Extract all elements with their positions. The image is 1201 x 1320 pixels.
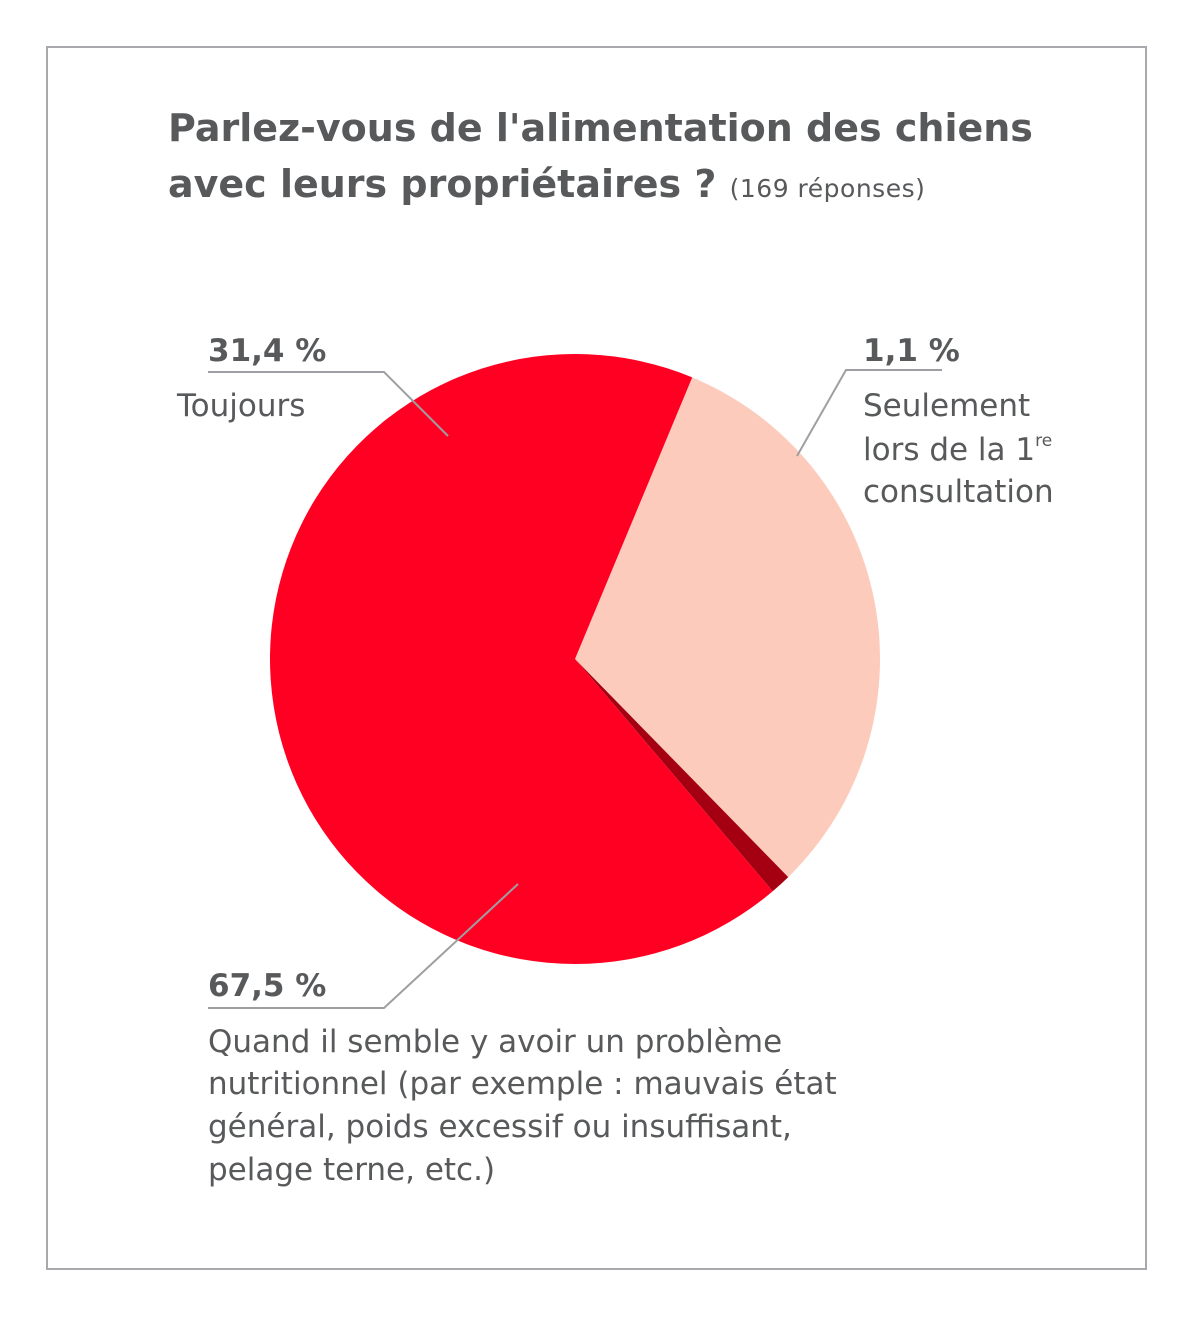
- chart-title: Parlez-vous de l'alimentation des chiens…: [168, 100, 1128, 217]
- slice-label-probleme-nutritionnel-line-3: général, poids excessif ou insuffisant,: [208, 1109, 792, 1145]
- leader-line-probleme-nutritionnel: [208, 883, 519, 1009]
- leader-line-premiere-consultation: [796, 369, 942, 457]
- slice-label-premiere-consultation-superscript: re: [1035, 431, 1052, 451]
- slice-label-probleme-nutritionnel-line-2: nutritionnel (par exemple : mauvais état: [208, 1066, 837, 1102]
- leader-line-toujours: [208, 371, 449, 437]
- slice-premiere-consultation: [575, 659, 789, 892]
- slice-label-probleme-nutritionnel-line-1: Quand il semble y avoir un problème: [208, 1024, 782, 1060]
- slice-label-premiere-consultation-line-3: consultation: [863, 474, 1054, 510]
- chart-frame: [46, 46, 1147, 1270]
- pct-label-probleme-nutritionnel: 67,5 %: [208, 968, 326, 1004]
- pct-label-toujours: 31,4 %: [208, 333, 326, 369]
- slice-label-probleme-nutritionnel-line-4: pelage terne, etc.): [208, 1152, 495, 1188]
- chart-subtitle: (169 réponses): [729, 174, 926, 203]
- pie-slices: [269, 353, 880, 965]
- slice-label-premiere-consultation-line-2: lors de la 1re: [863, 431, 1052, 468]
- slice-label-toujours: Toujours: [176, 388, 305, 424]
- slice-label-premiere-consultation-line-1: Seulement: [863, 388, 1030, 424]
- slice-label-premiere-consultation-line-2-text: lors de la 1: [863, 432, 1035, 468]
- slice-toujours: [575, 377, 880, 878]
- slice-probleme-nutritionnel: [269, 353, 773, 965]
- pct-label-premiere-consultation: 1,1 %: [863, 333, 960, 369]
- chart-title-text: Parlez-vous de l'alimentation des chiens…: [168, 106, 1033, 206]
